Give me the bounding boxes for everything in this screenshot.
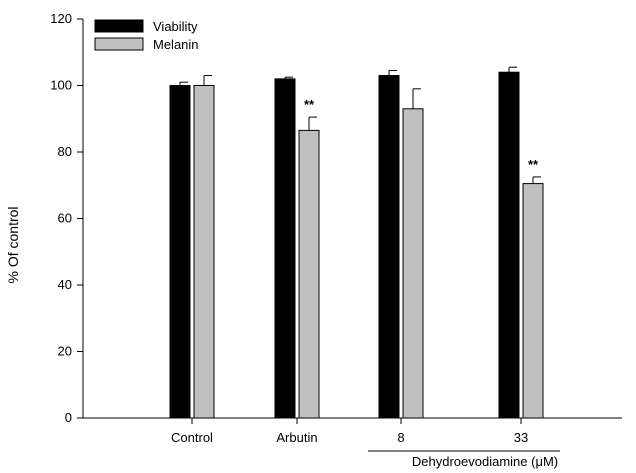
- bar-viability: [275, 79, 295, 418]
- y-tick-label: 100: [50, 78, 72, 93]
- y-tick-label: 40: [58, 277, 72, 292]
- bar-melanin: [403, 109, 423, 418]
- y-tick-label: 120: [50, 11, 72, 26]
- y-tick-label: 60: [58, 211, 72, 226]
- x-tick-label: Arbutin: [276, 430, 317, 445]
- group-label: Dehydroevodiamine (μM): [412, 454, 558, 469]
- legend-swatch-viability: [95, 20, 143, 32]
- legend: Viability Melanin: [95, 19, 199, 52]
- legend-label: Melanin: [153, 37, 199, 52]
- y-axis-title: % Of control: [5, 206, 21, 283]
- bar-viability: [170, 86, 190, 419]
- bar-melanin: [194, 86, 214, 419]
- y-tick-label: 0: [65, 410, 72, 425]
- significance-marker: **: [304, 97, 315, 112]
- significance-marker: **: [528, 157, 539, 172]
- bar-melanin: [299, 130, 319, 418]
- bar-viability: [499, 72, 519, 418]
- x-tick-label: 8: [397, 430, 404, 445]
- x-tick-label: Control: [171, 430, 213, 445]
- bar-melanin: [523, 184, 543, 418]
- y-tick-label: 80: [58, 144, 72, 159]
- x-tick-label: 33: [514, 430, 528, 445]
- legend-label: Viability: [153, 19, 198, 34]
- bars: ** **: [170, 67, 543, 418]
- legend-swatch-melanin: [95, 38, 143, 50]
- bar-viability: [379, 76, 399, 418]
- y-tick-label: 20: [58, 344, 72, 359]
